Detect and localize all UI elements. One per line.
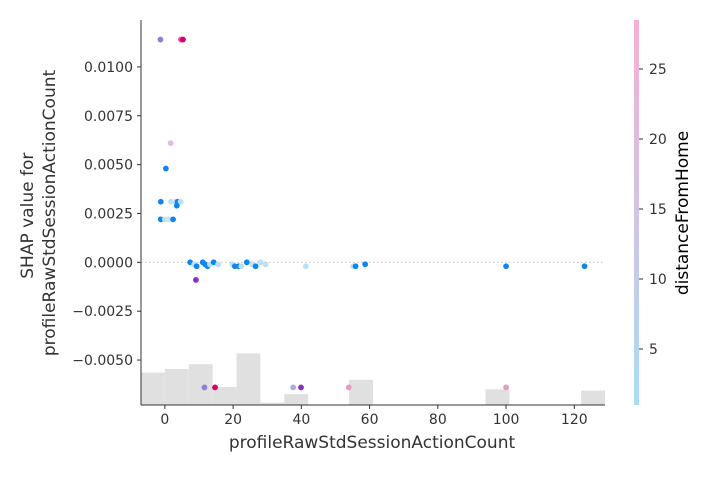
histogram-bar (141, 372, 165, 405)
histogram-bar (188, 364, 213, 405)
colorbar-tick-label: 20 (649, 132, 667, 148)
y-tick-label: 0.0075 (84, 109, 133, 125)
x-tick-label: 80 (429, 412, 447, 428)
histogram-bar (349, 379, 373, 405)
scatter-point (252, 263, 259, 270)
x-axis-title: profileRawStdSessionActionCount (229, 433, 516, 453)
scatter-point (503, 263, 509, 270)
scatter-point (163, 165, 169, 172)
scatter-point (210, 259, 217, 266)
x-tick-label: 120 (561, 412, 588, 428)
scatter-point (262, 261, 269, 268)
axes-layer: 0 20 40 60 80 100 120 0.0100 0.0075 0.0050 0.0025 0… (72, 20, 605, 428)
scatter-point (215, 261, 222, 268)
histogram-bar (212, 387, 237, 405)
x-tick-label: 60 (361, 412, 379, 428)
scatter-point (352, 263, 359, 270)
scatter-point (238, 263, 245, 270)
histogram-bar (284, 394, 309, 405)
x-tick-label: 20 (224, 412, 242, 428)
scatter-point (193, 263, 200, 270)
y-tick-label: 0.0025 (84, 206, 133, 222)
scatter-point (180, 36, 186, 43)
y-tick-label: −0.0050 (72, 353, 133, 369)
scatter-point (345, 384, 352, 391)
scatter-point (243, 259, 250, 266)
y-axis-title-line-1: SHAP value for (18, 153, 38, 279)
scatter-point (157, 36, 164, 43)
histogram-bar (236, 353, 261, 405)
y-axis-title: SHAP value for profileRawStdSessionActio… (18, 70, 60, 357)
histogram-bar (164, 369, 189, 405)
scatter-points-layer (157, 36, 588, 391)
scatter-point (173, 202, 180, 209)
colorbar-title: distanceFromHome (673, 131, 693, 295)
scatter-point (201, 384, 208, 391)
scatter-point (193, 277, 199, 283)
scatter-point (257, 259, 264, 266)
histogram-layer (141, 353, 605, 405)
colorbar-tick-label: 15 (649, 202, 667, 218)
y-axis-title-line-2: profileRawStdSessionActionCount (40, 70, 60, 357)
y-tick-label: 0.0000 (84, 255, 133, 271)
histogram-bar (485, 389, 510, 405)
scatter-point (165, 216, 172, 223)
scatter-point (212, 384, 218, 391)
colorbar-ticks-layer: 5 10 15 20 25 (639, 62, 667, 358)
colorbar (634, 20, 639, 405)
y-tick-label: 0.0050 (84, 158, 133, 174)
scatter-point (298, 384, 304, 391)
x-tick-label: 0 (160, 412, 169, 428)
scatter-point (362, 261, 369, 268)
y-tick-label: 0.0100 (84, 60, 133, 76)
scatter-point (170, 216, 176, 223)
scatter-point (157, 216, 164, 223)
y-tick-label: −0.0025 (72, 304, 133, 320)
scatter-point (581, 263, 588, 270)
histogram-bar (581, 390, 605, 405)
colorbar-tick-label: 10 (649, 272, 667, 288)
scatter-point (177, 198, 184, 205)
colorbar-tick-label: 25 (649, 62, 667, 78)
colorbar-tick-label: 5 (649, 342, 658, 358)
histogram-bar (260, 402, 285, 405)
scatter-point (290, 384, 297, 391)
scatter-point (157, 198, 164, 205)
x-tick-label: 100 (493, 412, 520, 428)
scatter-point (167, 140, 174, 147)
scatter-point (503, 384, 509, 391)
scatter-point (168, 198, 174, 205)
x-tick-label: 40 (292, 412, 310, 428)
scatter-point (302, 263, 309, 270)
